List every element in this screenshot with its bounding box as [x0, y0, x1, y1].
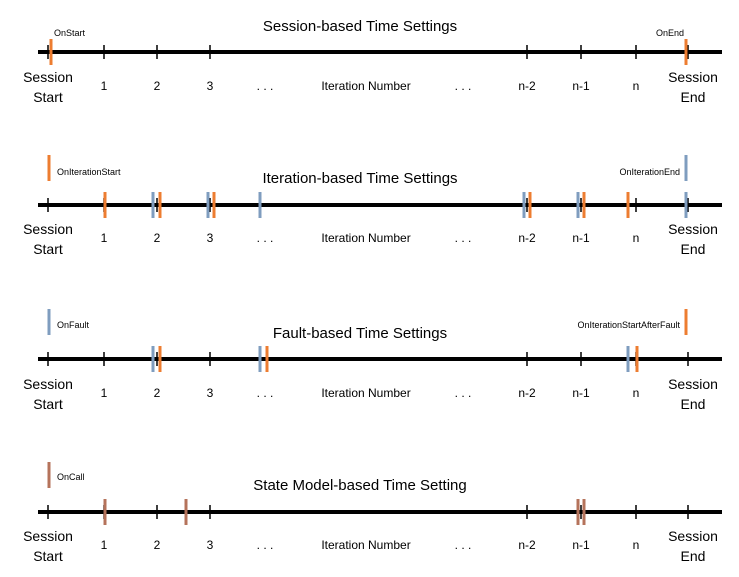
tick-label: . . . [257, 231, 274, 245]
session-end-label: End [681, 396, 706, 412]
tick-label: . . . [455, 231, 472, 245]
session-end-label: End [681, 548, 706, 564]
session-start-label: Session [23, 69, 73, 85]
session-end-label: End [681, 89, 706, 105]
event-label-left: OnStart [54, 28, 86, 38]
tick-label: Iteration Number [321, 79, 410, 93]
tick-label: 3 [207, 79, 214, 93]
tick-label: . . . [257, 79, 274, 93]
tick-label: . . . [455, 79, 472, 93]
session-start-label: Start [33, 396, 63, 412]
tick-label: 2 [154, 386, 161, 400]
tick-label: n-1 [572, 538, 590, 552]
tick-label: n-2 [518, 386, 536, 400]
tick-label: 3 [207, 386, 214, 400]
tick-label: n [633, 386, 640, 400]
tick-label: 1 [101, 538, 108, 552]
session-start-label: Session [23, 221, 73, 237]
tick-label: . . . [455, 538, 472, 552]
tick-label: n-2 [518, 79, 536, 93]
tick-label: Iteration Number [321, 386, 410, 400]
event-label-left: OnCall [57, 472, 85, 482]
tick-label: 3 [207, 231, 214, 245]
tick-label: Iteration Number [321, 231, 410, 245]
session-end-label: End [681, 241, 706, 257]
tick-label: . . . [257, 538, 274, 552]
tick-label: n-1 [572, 231, 590, 245]
tick-label: n [633, 538, 640, 552]
session-start-label: Session [23, 528, 73, 544]
tick-label: n [633, 79, 640, 93]
tick-label: 2 [154, 79, 161, 93]
session-end-label: Session [668, 221, 718, 237]
tick-label: n-2 [518, 538, 536, 552]
session-end-label: Session [668, 528, 718, 544]
session-start-label: Start [33, 548, 63, 564]
tick-label: . . . [455, 386, 472, 400]
event-label-right: OnIterationStartAfterFault [577, 320, 680, 330]
event-label-left: OnIterationStart [57, 167, 121, 177]
tick-label: 1 [101, 231, 108, 245]
row-title: State Model-based Time Setting [253, 477, 466, 494]
row-title: Iteration-based Time Settings [262, 170, 457, 187]
session-start-label: Start [33, 89, 63, 105]
tick-label: . . . [257, 386, 274, 400]
session-start-label: Session [23, 376, 73, 392]
tick-label: 2 [154, 538, 161, 552]
row-title: Session-based Time Settings [263, 18, 457, 35]
session-start-label: Start [33, 241, 63, 257]
tick-label: n [633, 231, 640, 245]
tick-label: n-1 [572, 386, 590, 400]
row-title: Fault-based Time Settings [273, 325, 447, 342]
tick-label: 1 [101, 386, 108, 400]
session-end-label: Session [668, 376, 718, 392]
event-label-right: OnIterationEnd [619, 167, 680, 177]
event-label-right: OnEnd [656, 28, 684, 38]
tick-label: 2 [154, 231, 161, 245]
tick-label: Iteration Number [321, 538, 410, 552]
tick-label: n-2 [518, 231, 536, 245]
session-end-label: Session [668, 69, 718, 85]
tick-label: 3 [207, 538, 214, 552]
tick-label: n-1 [572, 79, 590, 93]
tick-label: 1 [101, 79, 108, 93]
event-label-left: OnFault [57, 320, 90, 330]
